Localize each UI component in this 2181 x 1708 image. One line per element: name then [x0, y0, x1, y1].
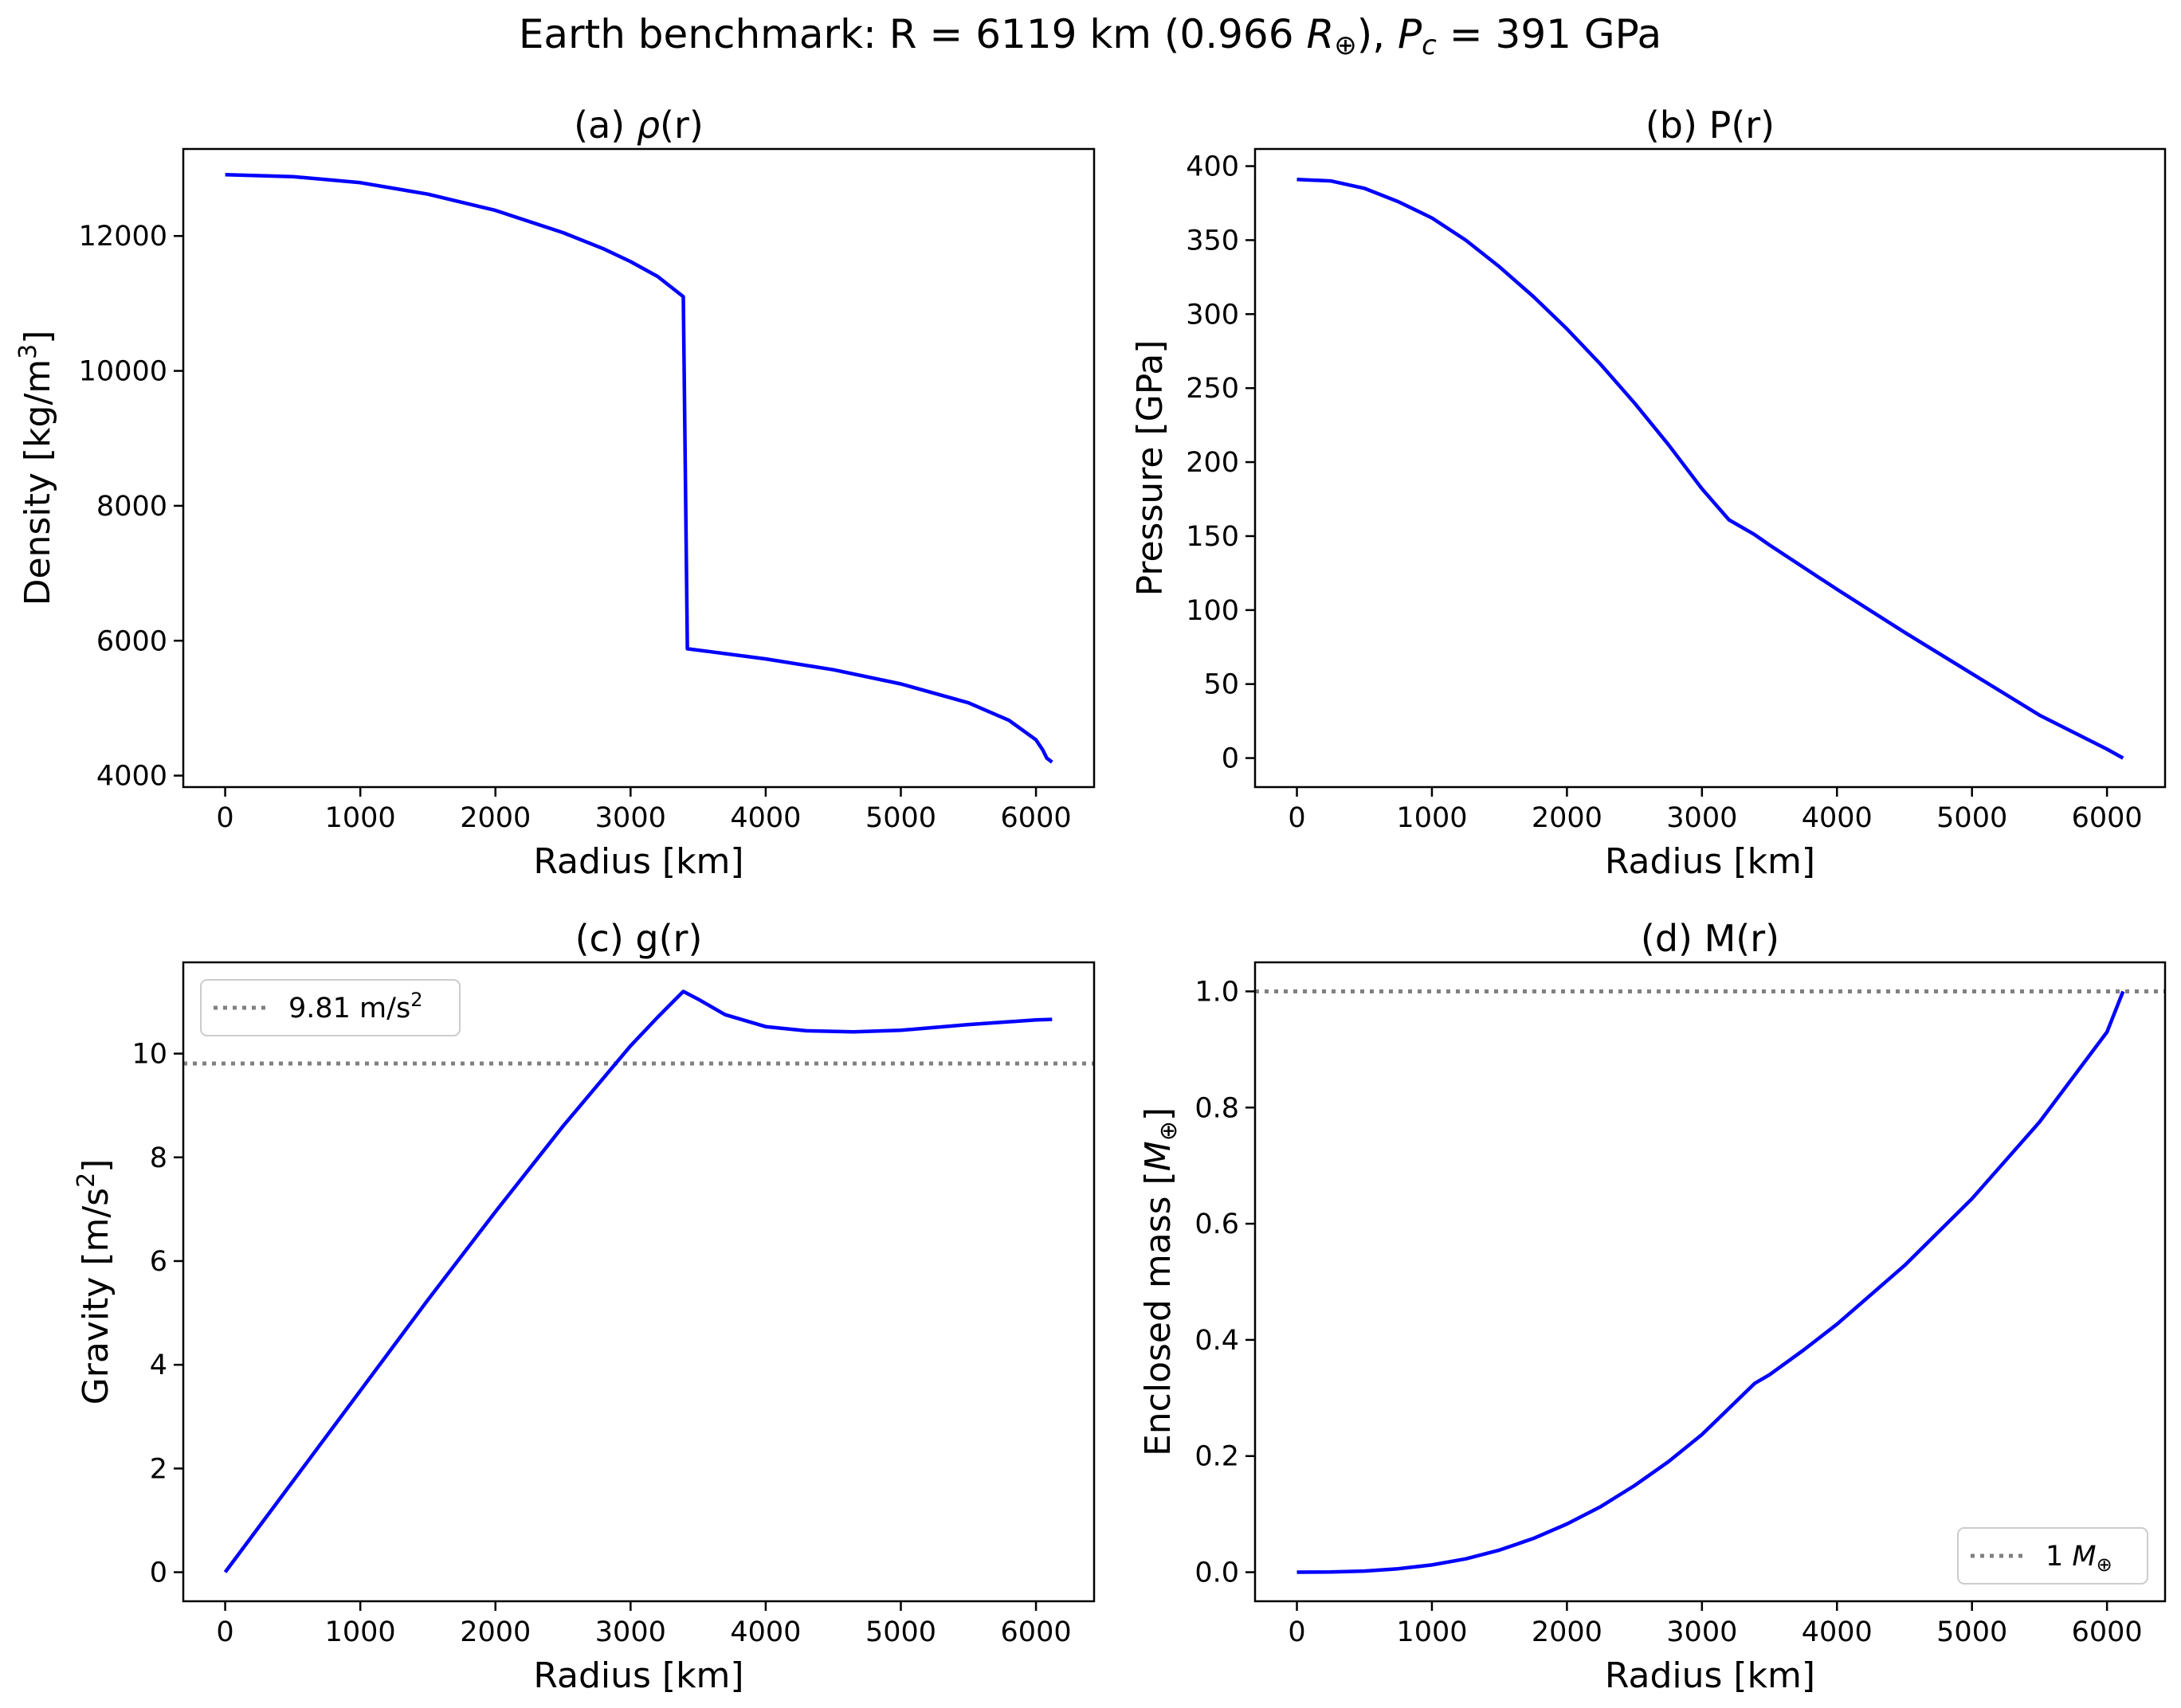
panel-b: (b) P(r) 0 1000 2000 3000 4000 5000 6000 0 50 100 1… [1130, 104, 2167, 882]
x-tick-label-b-5: 5000 [1936, 802, 2007, 834]
x-tick-label-b-4: 4000 [1802, 802, 1873, 834]
x-tick-label-a-0: 0 [216, 802, 233, 834]
plot-frame-d [1253, 961, 2167, 1603]
legend-box-d [1957, 1527, 2148, 1585]
y-tick-label-b-8: 400 [1186, 151, 1239, 183]
plot-frame-a [182, 147, 1096, 789]
legend-label-d: 1 M⊕ [2046, 1541, 2112, 1576]
plot-frame-c [182, 961, 1096, 1603]
x-tick-label-b-0: 0 [1288, 802, 1305, 834]
y-tick-label-a-3: 10000 [79, 356, 167, 388]
x-tick-label-b-1: 1000 [1396, 802, 1467, 834]
series-line-b-0 [1296, 178, 2124, 760]
x-tick-label-b-6: 6000 [2072, 802, 2143, 834]
series-line-a-0 [225, 172, 1053, 764]
y-axis-label-c: Gravity [m/s2] [73, 1159, 117, 1405]
y-tick-label-b-5: 250 [1186, 373, 1239, 405]
legend-c: 9.81 m/s2 [200, 979, 461, 1036]
y-tick-label-c-1: 2 [150, 1453, 167, 1485]
x-tick-label-c-5: 5000 [865, 1616, 936, 1648]
x-tick-label-b-2: 2000 [1532, 802, 1602, 834]
series-line-d-0 [1296, 990, 2125, 1574]
y-tick-label-c-5: 10 [131, 1039, 167, 1071]
x-tick-label-d-2: 2000 [1532, 1616, 1602, 1648]
x-axis-label-d: Radius [km] [1605, 1655, 1815, 1696]
x-tick-label-a-2: 2000 [460, 802, 531, 834]
y-tick-label-c-3: 6 [150, 1246, 167, 1278]
x-tick-label-a-1: 1000 [325, 802, 396, 834]
panels: (a) ρ(r)0 1000 2000 3000 4000 5000 60004000600… [14, 104, 2167, 1696]
x-tick-label-d-6: 6000 [2072, 1616, 2143, 1648]
x-tick-label-c-1: 1000 [325, 1616, 396, 1648]
panel-d: (d) M(r) 0 1000 2000 3000 4000 5000 6000 0.0 0.2 0… [1138, 917, 2167, 1696]
panel-b-title: (b) P(r) [1646, 104, 1775, 147]
y-tick-label-d-0: 0.0 [1194, 1557, 1239, 1589]
y-tick-label-c-4: 8 [150, 1142, 167, 1174]
y-tick-label-b-1: 50 [1203, 669, 1239, 701]
y-tick-label-b-0: 0 [1222, 743, 1239, 775]
x-tick-label-c-6: 6000 [1001, 1616, 1072, 1648]
legend-d: 1 M⊕ [1957, 1527, 2148, 1585]
y-tick-label-b-6: 300 [1186, 299, 1239, 331]
legend-box-c [200, 979, 461, 1036]
y-tick-label-d-5: 1.0 [1194, 976, 1239, 1008]
x-tick-label-b-3: 3000 [1666, 802, 1737, 834]
y-tick-label-a-1: 6000 [96, 625, 167, 657]
y-tick-label-a-0: 4000 [96, 761, 167, 793]
y-tick-label-b-7: 350 [1186, 225, 1239, 257]
y-tick-label-d-3: 0.6 [1194, 1209, 1239, 1240]
y-tick-label-a-2: 8000 [96, 491, 167, 523]
panel-c: (c) g(r) 0 1000 2000 3000 4000 5000 6000 0 2 4 6 8 10… [73, 917, 1096, 1696]
x-tick-label-c-2: 2000 [460, 1616, 531, 1648]
x-tick-label-d-3: 3000 [1666, 1616, 1737, 1648]
y-tick-label-d-4: 0.8 [1194, 1092, 1239, 1124]
y-tick-label-a-4: 12000 [79, 221, 167, 253]
x-axis-label-b: Radius [km] [1605, 841, 1815, 882]
x-tick-label-c-0: 0 [216, 1616, 233, 1648]
panel-a: (a) ρ(r) 0 1000 2000 3000 4000 5000 6000 4000 600… [14, 104, 1096, 882]
y-tick-label-b-2: 100 [1186, 595, 1239, 627]
panel-d-title: (d) M(r) [1641, 917, 1779, 960]
y-tick-label-c-2: 4 [150, 1350, 167, 1381]
x-tick-label-a-6: 6000 [1001, 802, 1072, 834]
y-tick-label-d-2: 0.4 [1194, 1325, 1239, 1357]
y-tick-label-d-1: 0.2 [1194, 1441, 1239, 1473]
y-axis-label-a: Density [kg/m3] [14, 331, 59, 606]
y-axis-label-d: Enclosed mass [M⊕] [1138, 1107, 1183, 1456]
x-tick-label-a-5: 5000 [865, 802, 936, 834]
y-tick-label-c-0: 0 [150, 1557, 167, 1589]
figure-title: Earth benchmark: R = 6119 km (0.966 R⊕),… [519, 11, 1661, 61]
y-tick-label-b-4: 200 [1186, 447, 1239, 479]
plot-frame-b [1253, 147, 2167, 789]
panel-c-title: (c) g(r) [575, 917, 703, 960]
x-axis-label-c: Radius [km] [533, 1655, 743, 1696]
x-tick-label-a-4: 4000 [730, 802, 801, 834]
x-tick-label-d-4: 4000 [1802, 1616, 1873, 1648]
panel-a-title: (a) ρ(r) [574, 104, 704, 147]
x-tick-label-d-5: 5000 [1936, 1616, 2007, 1648]
x-tick-label-a-3: 3000 [595, 802, 666, 834]
y-axis-label-b: Pressure [GPa] [1130, 340, 1171, 597]
series-line-c-0 [223, 989, 1053, 1573]
x-tick-label-c-4: 4000 [730, 1616, 801, 1648]
y-tick-label-b-3: 150 [1186, 521, 1239, 553]
legend-label-c: 9.81 m/s2 [288, 989, 422, 1024]
x-tick-label-d-1: 1000 [1396, 1616, 1467, 1648]
x-tick-label-c-3: 3000 [595, 1616, 666, 1648]
x-tick-label-d-0: 0 [1288, 1616, 1305, 1648]
x-axis-label-a: Radius [km] [533, 841, 743, 882]
